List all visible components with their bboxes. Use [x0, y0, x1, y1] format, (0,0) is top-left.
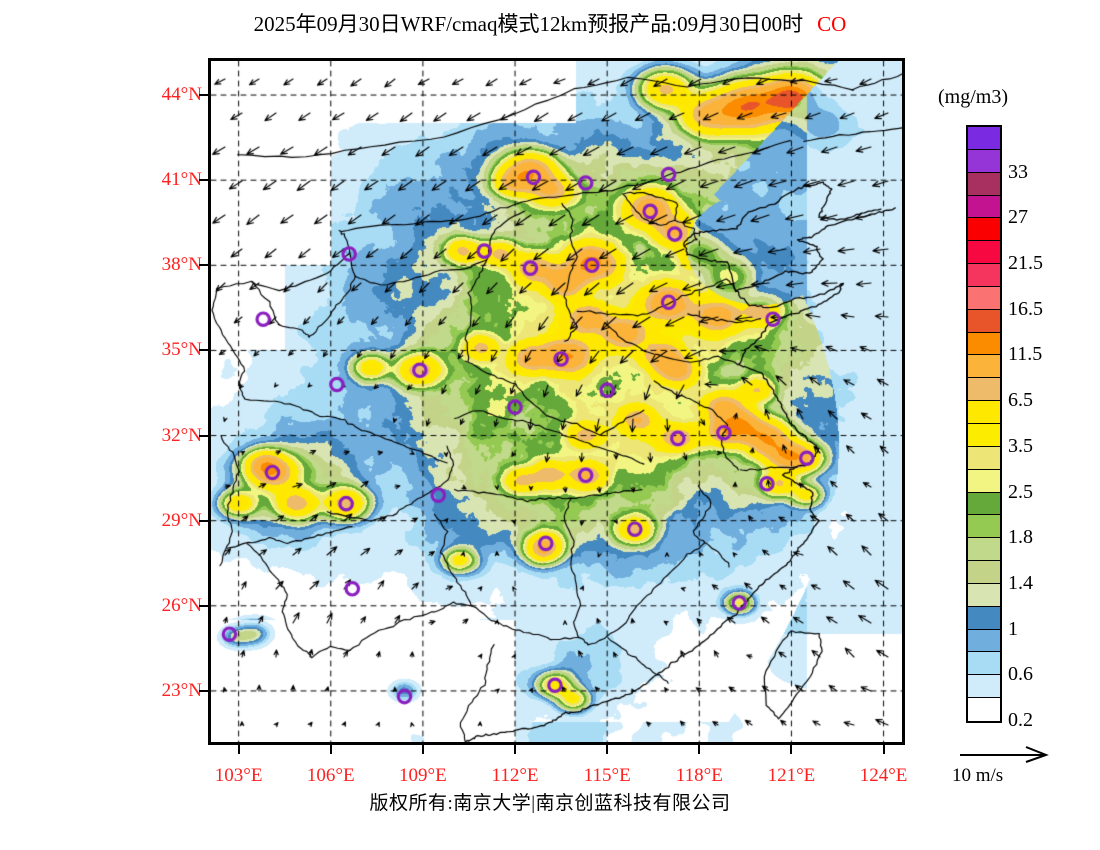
colorbar-band: [968, 286, 1000, 310]
lat-tick-label: 26°N: [161, 594, 202, 616]
colorbar-tick-labels: 33 27 21.5 16.5 11.5 6.5 3.5 2.5 1.8 1.4 1 0.6 0.2: [1008, 125, 1098, 730]
colorbar-band: [968, 675, 1000, 699]
colorbar-band: [968, 264, 1000, 287]
colorbar-band: [968, 583, 1000, 607]
lon-tick-mark: [329, 745, 332, 754]
lon-tick-mark: [606, 745, 609, 754]
wind-scale-legend: 10 m/s: [952, 745, 1092, 791]
colorbar-band: [968, 355, 1000, 379]
colorbar-band: [968, 561, 1000, 584]
lon-tick-label: 121°E: [767, 765, 816, 786]
lat-tick-mark: [199, 264, 208, 267]
colorbar-band: [968, 515, 1000, 539]
colorbar-band: [968, 401, 1000, 424]
colorbar-value-label: 21.5: [1008, 252, 1043, 275]
lon-tick-label: 124°E: [859, 765, 908, 786]
title-species-label: CO: [817, 12, 847, 36]
wind-scale-label: 10 m/s: [952, 765, 1004, 786]
colorbar-value-label: 16.5: [1008, 297, 1043, 320]
colorbar-band: [968, 629, 1000, 653]
lon-tick-label: 112°E: [491, 765, 539, 786]
colorbar-band: [968, 538, 1000, 562]
latitude-axis: 44°N 41°N 38°N 35°N 32°N 29°N 26°N 23°N: [118, 0, 202, 850]
lon-tick-mark: [882, 745, 885, 754]
colorbar-band: [968, 606, 1000, 630]
title-text: 2025年09月30日WRF/cmaq模式12km预报产品:09月30日00时: [253, 12, 804, 36]
copyright-text: 版权所有:南京大学|南京创蓝科技有限公司: [369, 793, 731, 814]
lat-tick-mark: [199, 434, 208, 437]
lon-tick-label: 106°E: [306, 765, 355, 786]
colorbar-band: [968, 469, 1000, 493]
colorbar-value-label: 0.6: [1008, 663, 1033, 686]
colorbar-band: [968, 446, 1000, 470]
map-plot-area[interactable]: [208, 58, 905, 745]
colorbar-value-label: 3.5: [1008, 434, 1033, 457]
lat-tick-mark: [199, 604, 208, 607]
colorbar-unit-label: (mg/m3): [938, 86, 1008, 108]
wind-arrow-icon: [960, 746, 1049, 763]
colorbar-value-label: 33: [1008, 160, 1028, 183]
colorbar-band: [968, 241, 1000, 265]
copyright-footer: 版权所有:南京大学|南京创蓝科技有限公司: [0, 788, 1100, 815]
colorbar-value-label: 2.5: [1008, 480, 1033, 503]
lat-tick-label: 35°N: [161, 339, 202, 361]
lat-tick-mark: [199, 519, 208, 522]
colorbar-band: [968, 172, 1000, 196]
colorbar-band: [968, 218, 1000, 242]
colorbar-band: [968, 127, 1000, 150]
longitude-axis: 103°E 106°E 109°E 112°E 115°E 118°E 121°E 124°E: [0, 760, 1100, 790]
lon-tick-mark: [237, 745, 240, 754]
lon-tick-mark: [790, 745, 793, 754]
lat-tick-label: 41°N: [161, 169, 202, 191]
lat-tick-label: 44°N: [161, 84, 202, 106]
colorbar-value-label: 1.4: [1008, 571, 1033, 594]
colorbar-band: [968, 423, 1000, 447]
colorbar-value-label: 6.5: [1008, 389, 1033, 412]
colorbar-value-label: 1: [1008, 617, 1018, 640]
lon-tick-label: 115°E: [583, 765, 631, 786]
colorbar-value-label: 1.8: [1008, 526, 1033, 549]
lon-tick-mark: [698, 745, 701, 754]
colorbar-band: [968, 332, 1000, 356]
page-title: 2025年09月30日WRF/cmaq模式12km预报产品:09月30日00时 C…: [0, 8, 1100, 38]
colorbar-band: [968, 698, 1000, 721]
colorbar-band: [968, 492, 1000, 516]
lat-tick-mark: [199, 94, 208, 97]
lat-tick-label: 38°N: [161, 254, 202, 276]
colorbar-band: [968, 378, 1000, 402]
lat-tick-label: 23°N: [161, 679, 202, 701]
lon-tick-mark: [421, 745, 424, 754]
colorbar-band: [968, 195, 1000, 219]
lat-tick-mark: [199, 689, 208, 692]
lat-tick-label: 29°N: [161, 509, 202, 531]
lon-tick-label: 109°E: [399, 765, 447, 786]
lat-tick-mark: [199, 179, 208, 182]
colorbar-band: [968, 149, 1000, 173]
colorbar-value-label: 11.5: [1008, 343, 1043, 366]
colorbar-value-label: 27: [1008, 206, 1028, 229]
map-overlay-canvas: [211, 61, 902, 742]
lat-tick-mark: [199, 349, 208, 352]
lon-tick-label: 103°E: [214, 765, 263, 786]
lat-tick-label: 32°N: [161, 424, 202, 446]
colorbar-value-label: 0.2: [1008, 709, 1033, 731]
colorbar-band: [968, 652, 1000, 676]
colorbar-band: [968, 309, 1000, 333]
lon-tick-mark: [514, 745, 517, 754]
colorbar[interactable]: [966, 125, 1002, 723]
lon-tick-label: 118°E: [675, 765, 723, 786]
